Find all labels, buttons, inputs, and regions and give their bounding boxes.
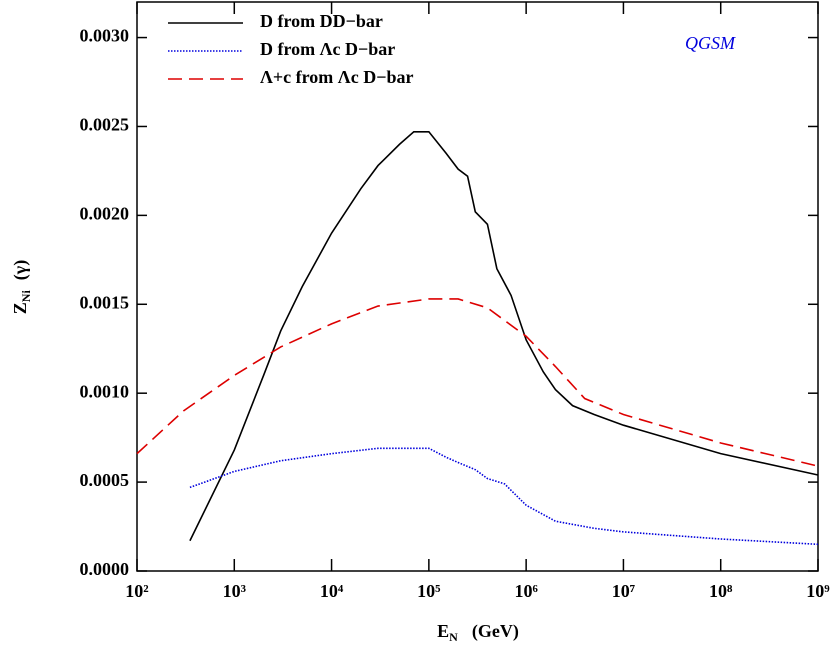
y-tick-label: 0.0015 bbox=[80, 292, 130, 312]
plot-frame bbox=[136, 1, 819, 572]
series-line bbox=[189, 447, 819, 546]
y-tick-label: 0.0000 bbox=[80, 559, 130, 579]
legend-label: D from Λc D−bar bbox=[260, 39, 395, 59]
x-label-unit: (GeV) bbox=[472, 621, 519, 642]
x-axis-label: EN (GeV) bbox=[437, 621, 519, 644]
x-tick-label: 10⁷ bbox=[612, 581, 636, 601]
y-label-main: Z bbox=[10, 302, 30, 314]
y-tick-label: 0.0010 bbox=[80, 381, 130, 401]
annotation: QGSM bbox=[685, 33, 736, 53]
x-tick-label: 10⁸ bbox=[709, 581, 733, 601]
y-tick-label: 0.0020 bbox=[80, 204, 130, 224]
series-line bbox=[189, 131, 819, 542]
y-tick-label: 0.0005 bbox=[80, 470, 130, 490]
y-axis-label: ZNi (γ) bbox=[10, 260, 33, 314]
x-label-main: E bbox=[437, 621, 449, 641]
x-tick-label: 10⁵ bbox=[417, 581, 441, 601]
y-label-unit: (γ) bbox=[10, 260, 31, 280]
x-tick-label: 10⁴ bbox=[320, 581, 344, 601]
legend-label: D from DD−bar bbox=[260, 11, 383, 31]
y-tick-label: 0.0030 bbox=[80, 26, 130, 46]
y-label-sub: Ni bbox=[19, 290, 33, 303]
x-tick-label: 10⁶ bbox=[514, 581, 538, 601]
x-label-sub: N bbox=[449, 630, 458, 644]
legend-label: Λ+c from Λc D−bar bbox=[260, 67, 413, 87]
x-tick-label: 10⁹ bbox=[806, 581, 830, 601]
series-line bbox=[136, 298, 819, 467]
x-tick-label: 10² bbox=[125, 581, 148, 601]
x-tick-label: 10³ bbox=[223, 581, 247, 601]
y-tick-label: 0.0025 bbox=[80, 115, 130, 135]
